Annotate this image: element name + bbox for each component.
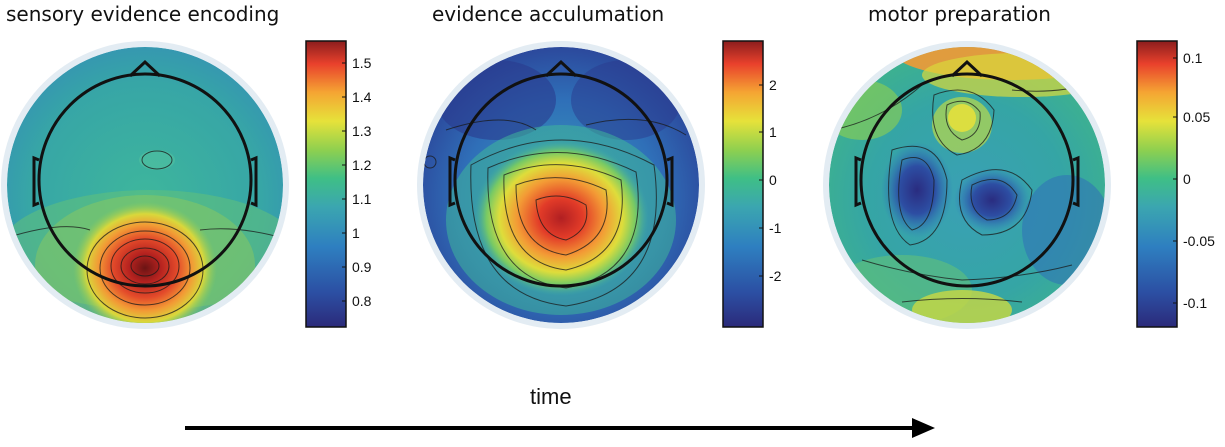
colorbar-motor	[1136, 40, 1178, 328]
colorbar-tick-label: 2	[769, 77, 777, 93]
time-axis-label: time	[530, 384, 572, 409]
colorbar-tick-label: 1.3	[352, 123, 372, 139]
colorbar-accumulation	[722, 40, 764, 328]
topomap-sensory	[1, 41, 289, 329]
colorbar-tick-label: 0.05	[1183, 109, 1211, 125]
colorbar-tick-label: 1.5	[352, 55, 372, 71]
colorbar-tick-label: 1	[352, 225, 360, 241]
colorbar-tick-label: -1	[769, 220, 782, 236]
colorbar-tick-label: 1.1	[352, 191, 372, 207]
colorbar-sensory	[305, 40, 347, 328]
colorbar-tick-label: -2	[769, 268, 782, 284]
topomap-motor	[823, 41, 1111, 329]
colorbar-tick-label: -0.05	[1183, 233, 1215, 249]
panel-title-motor: motor preparation	[868, 2, 1051, 26]
panel-title-accumulation: evidence acculumation	[432, 2, 665, 26]
colorbar-tick-label: 1.2	[352, 157, 372, 173]
colorbar-tick-label: 0.1	[1183, 50, 1203, 66]
colorbar-tick-label: -0.1	[1183, 295, 1208, 311]
time-arrow-head	[912, 418, 935, 438]
topomap-accumulation	[417, 41, 705, 329]
colorbar-tick-label: 0	[1183, 171, 1191, 187]
colorbar-tick-label: 1	[769, 124, 777, 140]
colorbar-tick-label: 1.4	[352, 89, 372, 105]
colorbar-tick-label: 0	[769, 172, 777, 188]
colorbar-tick-label: 0.9	[352, 259, 372, 275]
panel-title-sensory: sensory evidence encoding	[6, 2, 280, 26]
colorbar-tick-label: 0.8	[352, 293, 372, 309]
